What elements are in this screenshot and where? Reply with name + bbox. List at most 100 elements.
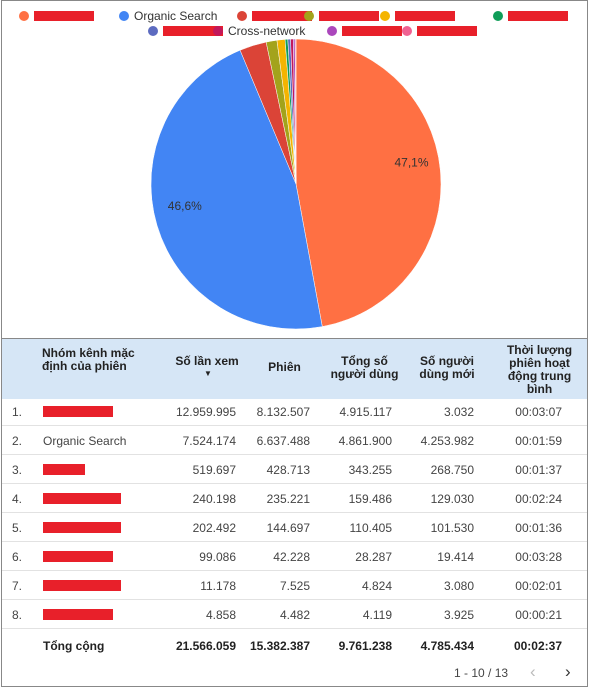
row-index: 2. xyxy=(12,434,23,448)
prev-page: ‹ xyxy=(530,662,536,681)
row-index: 3. xyxy=(12,463,23,477)
legend-swatch xyxy=(19,11,29,21)
redaction xyxy=(508,11,568,21)
redaction xyxy=(252,11,312,21)
cell: 42.228 xyxy=(273,550,310,564)
legend-label: Organic Search xyxy=(134,9,217,23)
legend-label: Cross-network xyxy=(228,24,306,38)
redaction xyxy=(43,522,121,533)
cell: 00:02:01 xyxy=(515,579,562,593)
cell: 3.925 xyxy=(443,608,474,622)
cell: 11.178 xyxy=(200,579,236,593)
cell: 101.530 xyxy=(430,521,474,535)
row-divider xyxy=(2,512,587,513)
total-cell: 4.785.434 xyxy=(420,639,474,653)
cell: 7.525 xyxy=(279,579,310,593)
row-index: 4. xyxy=(12,492,23,506)
legend-swatch xyxy=(380,11,390,21)
cell: 00:01:59 xyxy=(515,434,562,448)
legend-swatch xyxy=(402,26,412,36)
total-cell: 00:02:37 xyxy=(513,639,562,653)
redaction xyxy=(319,11,379,21)
cell: 4.253.982 xyxy=(420,434,474,448)
row-divider xyxy=(2,599,587,600)
cell: 12.959.995 xyxy=(175,405,236,419)
chart: Organic Search Cross-network 47,1% 46,6% xyxy=(1,0,588,339)
table-header: Nhóm kênh mặc định của phiên Số lần xem Ph… xyxy=(2,339,587,399)
cell: 268.750 xyxy=(430,463,474,477)
cell: 4.861.900 xyxy=(338,434,392,448)
cell: 8.132.507 xyxy=(256,405,310,419)
table: Nhóm kênh mặc định của phiên Số lần xem Ph… xyxy=(1,339,588,687)
legend-swatch xyxy=(493,11,503,21)
total-label: Tổng cộng xyxy=(43,639,105,653)
redaction xyxy=(163,26,223,36)
cell: 428.713 xyxy=(266,463,310,477)
row-divider xyxy=(2,628,587,629)
row-divider xyxy=(2,454,587,455)
cell: 4.824 xyxy=(361,579,392,593)
legend-swatch xyxy=(327,26,337,36)
column-header: Phiên xyxy=(268,360,301,374)
redaction xyxy=(43,580,121,591)
row-index: 7. xyxy=(12,579,23,593)
cell: 144.697 xyxy=(266,521,310,535)
next-page[interactable]: › xyxy=(565,662,571,681)
row-divider xyxy=(2,541,587,542)
cell: 240.198 xyxy=(192,492,236,506)
cell: 129.030 xyxy=(430,492,474,506)
column-header: Số lần xem xyxy=(175,354,239,368)
row-index: 5. xyxy=(12,521,23,535)
cell: 3.080 xyxy=(443,579,474,593)
row-index: 6. xyxy=(12,550,23,564)
column-header: Số người dùng mới xyxy=(419,354,475,381)
redaction xyxy=(43,551,113,562)
cell: 00:01:37 xyxy=(515,463,562,477)
pie-slice xyxy=(294,38,297,185)
redaction xyxy=(34,11,94,21)
row-divider xyxy=(2,483,587,484)
redaction xyxy=(43,609,113,620)
total-cell: 9.761.238 xyxy=(338,639,392,653)
row-index: 8. xyxy=(12,608,23,622)
cell: 99.086 xyxy=(199,550,236,564)
redaction xyxy=(43,406,113,417)
cell: 4.858 xyxy=(205,608,236,622)
cell: 00:03:28 xyxy=(515,550,562,564)
cell: 343.255 xyxy=(348,463,392,477)
redaction xyxy=(417,26,477,36)
legend-swatch xyxy=(213,26,223,36)
channel-name: Organic Search xyxy=(43,434,127,448)
sort-arrow: ▼ xyxy=(204,369,212,378)
cell: 110.405 xyxy=(349,521,393,535)
slice-label: 46,6% xyxy=(168,199,202,213)
column-header: Nhóm kênh mặc định của phiên xyxy=(42,346,135,373)
legend-swatch xyxy=(119,11,129,21)
legend-swatch xyxy=(148,26,158,36)
redaction xyxy=(43,493,121,504)
pie-slice xyxy=(150,49,323,330)
total-cell: 21.566.059 xyxy=(175,639,236,653)
legend-swatch xyxy=(237,11,247,21)
column-header: Tổng số người dùng xyxy=(330,354,399,381)
cell: 00:01:36 xyxy=(515,521,562,535)
redaction xyxy=(395,11,455,21)
cell: 00:02:24 xyxy=(515,492,562,506)
cell: 3.032 xyxy=(443,405,474,419)
cell: 519.697 xyxy=(192,463,236,477)
slice-label: 47,1% xyxy=(395,156,429,170)
cell: 00:03:07 xyxy=(515,405,562,419)
pie-slice xyxy=(295,38,442,327)
row-divider xyxy=(2,570,587,571)
cell: 19.414 xyxy=(437,550,474,564)
cell: 235.221 xyxy=(266,492,310,506)
row-divider xyxy=(2,425,587,426)
cell: 4.119 xyxy=(362,608,392,622)
pagination: 1 - 10 / 13 xyxy=(454,666,509,680)
cell: 4.482 xyxy=(279,608,310,622)
column-header: Thời lượng phiên hoạt động trung bình xyxy=(506,343,573,396)
cell: 00:00:21 xyxy=(515,608,562,622)
cell: 159.486 xyxy=(348,492,392,506)
legend-swatch xyxy=(304,11,314,21)
